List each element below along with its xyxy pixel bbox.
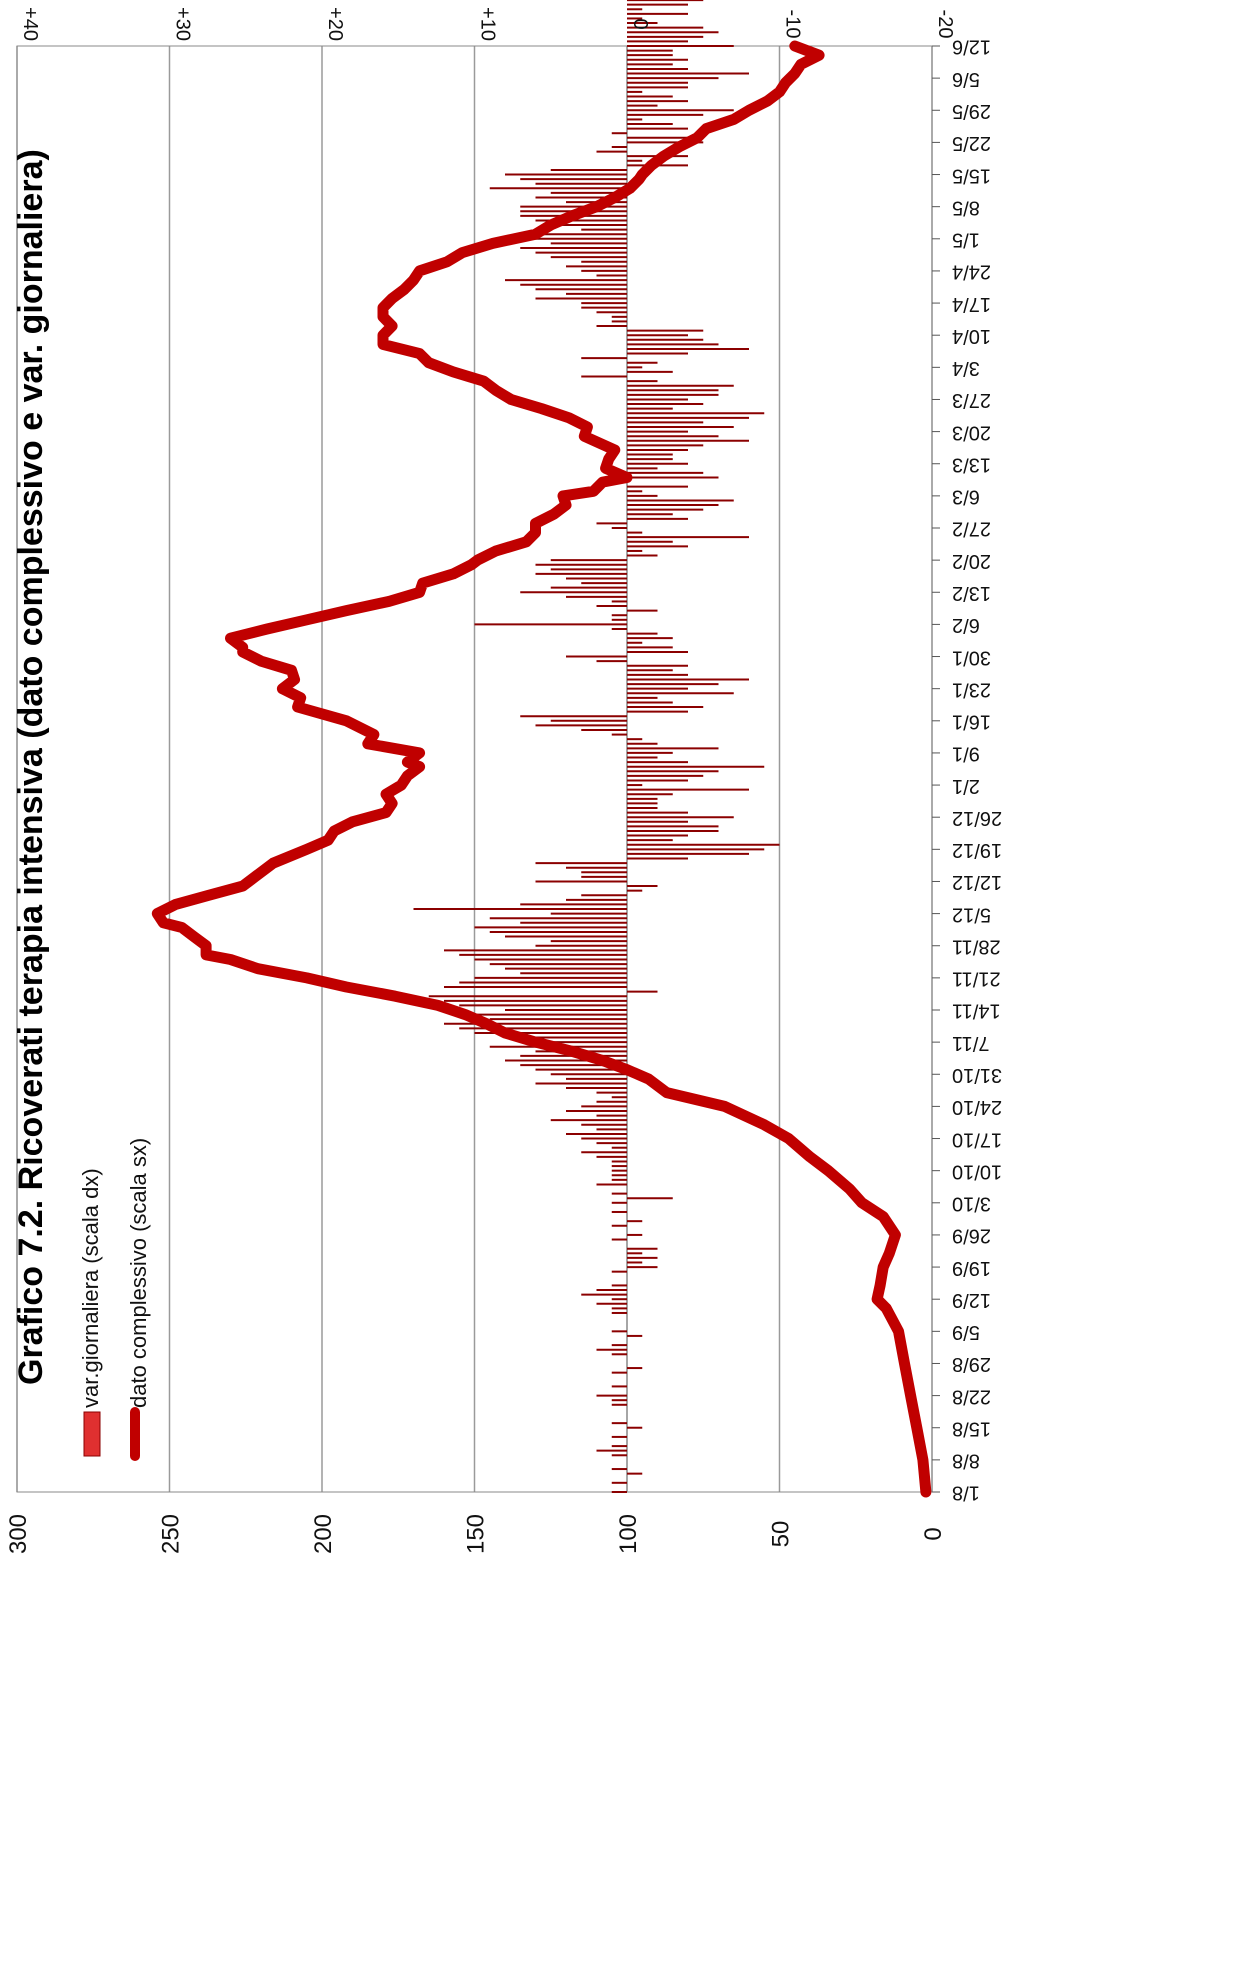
date-tick-label: 9/1 (952, 743, 980, 765)
date-tick-label: 22/8 (952, 1385, 991, 1407)
right-axis-tick-label: -10 (782, 10, 804, 39)
date-tick-label: 12/6 (952, 36, 991, 58)
left-axis-tick-label: 0 (920, 1527, 947, 1540)
date-tick-label: 12/9 (952, 1289, 991, 1311)
date-tick-label: 10/10 (952, 1160, 1002, 1182)
date-tick-label: 24/10 (952, 1096, 1002, 1118)
left-axis-tick-label: 50 (768, 1521, 795, 1548)
date-tick-label: 29/8 (952, 1353, 991, 1375)
date-tick-label: 13/2 (952, 582, 991, 604)
chart-title: Grafico 7.2. Ricoverati terapia intensiv… (12, 149, 50, 1385)
date-tick-label: 8/5 (952, 196, 980, 218)
date-tick-label: 27/3 (952, 389, 991, 411)
legend-bar-label: var.giornaliera (scala dx) (78, 1168, 103, 1408)
date-tick-label: 5/9 (952, 1321, 980, 1343)
date-tick-label: 17/4 (952, 293, 991, 315)
date-tick-label: 16/1 (952, 711, 991, 733)
date-tick-label: 29/5 (952, 100, 991, 122)
total-line (151, 40, 932, 1498)
date-tick-label: 12/12 (952, 871, 1002, 893)
right-axis-tick-label: 0 (629, 18, 651, 29)
date-tick-label: 19/12 (952, 839, 1002, 861)
legend-bar-swatch (83, 1411, 101, 1457)
right-axis-tick-label: +40 (19, 7, 41, 41)
date-tick-label: 2/1 (952, 775, 980, 797)
date-tick-label: 17/10 (952, 1128, 1002, 1150)
date-tick-label: 27/2 (952, 518, 991, 540)
right-axis-tick-label: +10 (477, 7, 499, 41)
date-tick-label: 13/3 (952, 453, 991, 475)
axes: 0 50 100 150 200 250 300 -20 -10 0 +10 +20 +30 +40 1/8… (5, 7, 1002, 1554)
right-axis-tick-label: -20 (934, 10, 956, 39)
date-tick-label: 23/1 (952, 678, 991, 700)
date-tick-label: 15/5 (952, 164, 991, 186)
date-tick-label: 24/4 (952, 261, 991, 283)
daily-variation-bars (413, 0, 780, 1493)
right-axis-tick-label: +30 (172, 7, 194, 41)
left-axis-tick-label: 100 (615, 1514, 642, 1554)
left-axis-tick-label: 150 (463, 1514, 490, 1554)
legend: var.giornaliera (scala dx) dato compless… (78, 1138, 151, 1461)
date-tick-label: 8/8 (952, 1450, 980, 1472)
date-tick-label: 5/6 (952, 68, 980, 90)
left-axis-tick-label: 300 (5, 1514, 32, 1554)
date-tick-label: 1/5 (952, 229, 980, 251)
gridlines (16, 45, 933, 1493)
legend-line-label: dato complessivo (scala sx) (126, 1138, 151, 1408)
date-tick-label: 30/1 (952, 646, 991, 668)
date-tick-label: 26/9 (952, 1225, 991, 1247)
plot-border (16, 45, 933, 1493)
date-tick-label: 20/2 (952, 550, 991, 572)
date-tick-label: 31/10 (952, 1064, 1002, 1086)
date-tick-label: 22/5 (952, 132, 991, 154)
date-tick-label: 15/8 (952, 1417, 991, 1439)
left-axis-tick-label: 250 (158, 1514, 185, 1554)
left-axis-tick-label: 200 (310, 1514, 337, 1554)
date-tick-label: 19/9 (952, 1257, 991, 1279)
date-tick-label: 10/4 (952, 325, 991, 347)
date-tick-label: 26/12 (952, 807, 1002, 829)
date-tick-label: 7/11 (952, 1032, 989, 1054)
date-tick-label: 6/3 (952, 486, 980, 508)
date-tick-label: 1/8 (952, 1482, 980, 1504)
date-tick-label: 20/3 (952, 421, 991, 443)
date-tick-label: 6/2 (952, 614, 980, 636)
total-line-series (151, 40, 932, 1498)
date-tick-label: 5/12 (952, 903, 991, 925)
date-tick-label: 14/11 (952, 1000, 1001, 1022)
right-axis-tick-label: +20 (324, 7, 346, 41)
date-tick-label: 3/4 (952, 357, 980, 379)
date-tick-label: 21/11 (952, 968, 1001, 990)
date-tick-label: 28/11 (952, 935, 1001, 957)
date-tick-label: 3/10 (952, 1193, 991, 1215)
